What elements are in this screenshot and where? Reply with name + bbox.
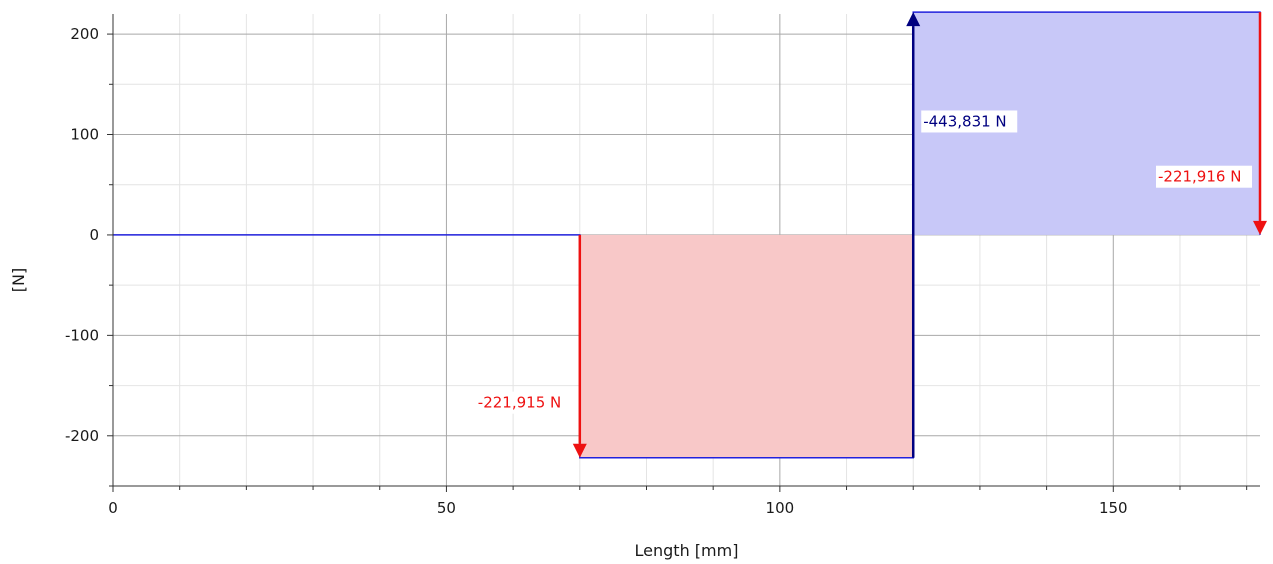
- negative-area: [579, 234, 914, 458]
- x-tick-label: 150: [1099, 499, 1128, 517]
- y-tick-label: 0: [89, 226, 99, 244]
- x-tick-label: 0: [108, 499, 118, 517]
- tick-labels: 0 50 100 150 200 100 0 -100 -200: [65, 25, 1128, 517]
- y-tick-label: -100: [65, 326, 99, 344]
- force-annotations: -221,915 N -443,831 N -221,916 N: [475, 12, 1267, 458]
- force-label-bg: [475, 391, 572, 414]
- x-tick-label: 100: [766, 499, 795, 517]
- force-arrow-head: [572, 443, 587, 458]
- y-tick-label: 100: [70, 126, 99, 144]
- y-axis-title: [N]: [9, 268, 28, 292]
- force-label: -221,916 N: [1158, 168, 1241, 186]
- force-arrow-head: [906, 12, 921, 27]
- force-label: -443,831 N: [923, 112, 1006, 130]
- y-tick-label: 200: [70, 25, 99, 43]
- x-tick-label: 50: [437, 499, 456, 517]
- axes: [107, 14, 1260, 492]
- force-label-bg: [1156, 165, 1252, 188]
- force-label: -221,915 N: [478, 394, 561, 412]
- y-tick-label: -200: [65, 427, 99, 445]
- force-label-bg: [921, 110, 1018, 133]
- x-axis-title: Length [mm]: [635, 541, 739, 560]
- force-arrow-head: [1253, 220, 1267, 235]
